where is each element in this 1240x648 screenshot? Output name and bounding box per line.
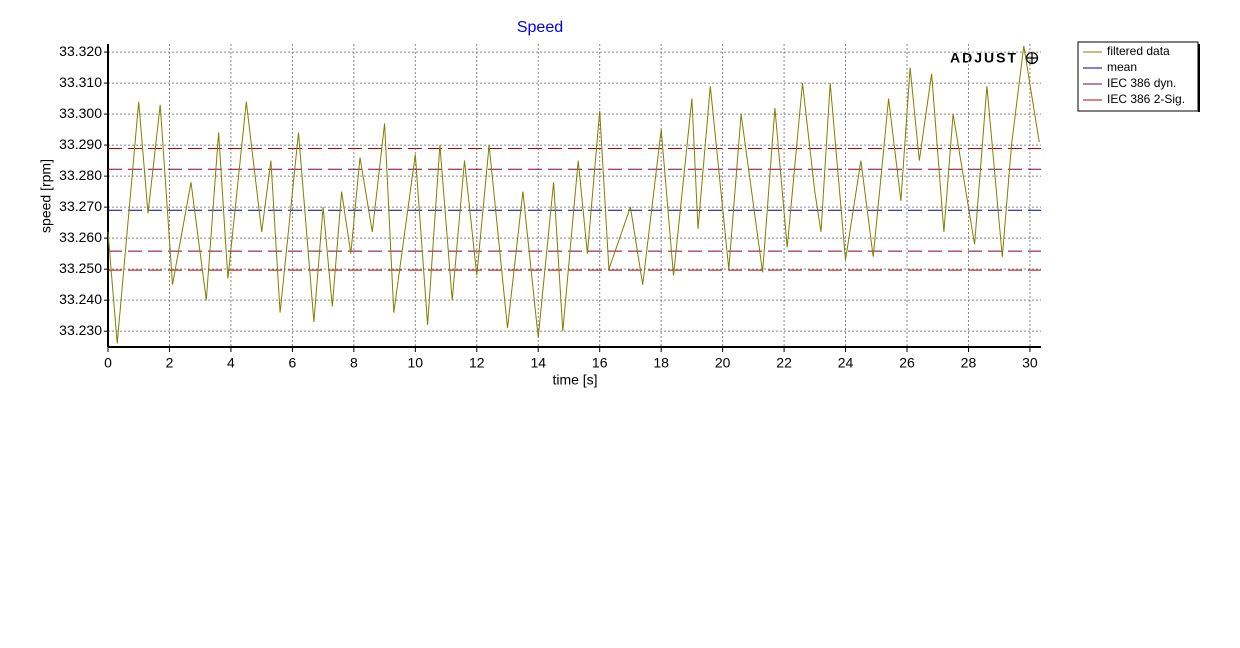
x-tick-label: 20 (715, 355, 731, 371)
x-tick-label: 12 (469, 355, 485, 371)
x-tick-label: 30 (1022, 355, 1038, 371)
y-axis-label: speed [rpm] (38, 159, 54, 233)
y-tick-label: 33.270 (59, 198, 102, 214)
x-tick-label: 4 (227, 355, 235, 371)
y-tick-label: 33.260 (59, 229, 102, 245)
legend-label: filtered data (1107, 44, 1170, 58)
x-tick-label: 24 (838, 355, 854, 371)
legend-label: IEC 386 2-Sig. (1107, 92, 1185, 106)
chart-title: Speed (517, 19, 563, 36)
x-tick-label: 28 (961, 355, 977, 371)
x-tick-label: 14 (530, 355, 546, 371)
x-tick-label: 2 (166, 355, 174, 371)
y-tick-label: 33.230 (59, 322, 102, 338)
data-line (107, 45, 1040, 344)
y-tick-label: 33.250 (59, 260, 102, 276)
y-tick-label: 33.310 (59, 74, 102, 90)
logo: ADJUST (950, 50, 1018, 66)
x-tick-label: 8 (350, 355, 358, 371)
x-tick-label: 22 (776, 355, 792, 371)
y-tick-label: 33.280 (59, 167, 102, 183)
x-tick-label: 6 (288, 355, 296, 371)
y-tick-label: 33.240 (59, 291, 102, 307)
y-tick-label: 33.290 (59, 136, 102, 152)
x-tick-label: 10 (408, 355, 424, 371)
x-tick-label: 26 (899, 355, 915, 371)
x-tick-label: 0 (104, 355, 112, 371)
y-tick-label: 33.300 (59, 105, 102, 121)
x-tick-label: 16 (592, 355, 608, 371)
y-tick-label: 33.320 (59, 43, 102, 59)
legend-label: IEC 386 dyn. (1107, 76, 1176, 90)
legend-label: mean (1107, 60, 1137, 74)
logo-icon (1025, 51, 1039, 65)
x-tick-label: 18 (653, 355, 669, 371)
x-axis-label: time [s] (552, 372, 597, 388)
